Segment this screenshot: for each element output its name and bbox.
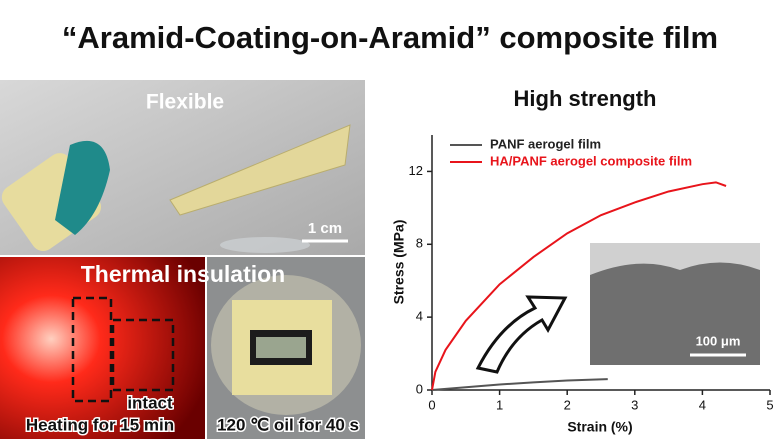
intact-label: intact — [127, 393, 173, 412]
dashed-box — [71, 296, 113, 403]
flexible-label: Flexible — [146, 91, 224, 114]
inset-scale-label: 100 μm — [696, 333, 741, 348]
legend-label: HA/PANF aerogel composite film — [490, 153, 692, 168]
x-tick-label: 3 — [631, 397, 638, 412]
chart-title: High strength — [514, 86, 657, 111]
thermometer-display — [256, 337, 306, 358]
dashed-box — [111, 318, 175, 392]
sem-texture — [590, 243, 760, 275]
photo-heating — [0, 257, 205, 439]
y-tick-label: 0 — [416, 381, 423, 396]
y-tick-label: 8 — [416, 236, 423, 251]
title: “Aramid-Coating-on-Aramid” composite fil… — [62, 20, 718, 55]
thermal-label: Thermal insulation — [81, 261, 285, 287]
series-line — [431, 378, 608, 391]
series-line — [431, 181, 727, 391]
legend-label: PANF aerogel film — [490, 136, 601, 151]
y-tick-label: 4 — [416, 309, 423, 324]
x-tick-label: 2 — [564, 397, 571, 412]
x-tick-label: 4 — [699, 397, 706, 412]
y-tick-label: 12 — [409, 163, 423, 178]
arrow — [475, 295, 568, 374]
glove — [55, 140, 110, 235]
oil-label: 120 ℃ oil for 40 s — [217, 415, 359, 434]
paper-plane — [169, 124, 351, 216]
scale-label: 1 cm — [308, 220, 342, 237]
y-axis-label: Stress (MPa) — [391, 220, 407, 305]
x-tick-label: 1 — [496, 397, 503, 412]
x-tick-label: 0 — [428, 397, 435, 412]
x-axis-label: Strain (%) — [567, 419, 632, 435]
stand — [220, 237, 310, 253]
x-tick-label: 5 — [766, 397, 773, 412]
heating-label: Heating for 15 min — [26, 415, 174, 434]
